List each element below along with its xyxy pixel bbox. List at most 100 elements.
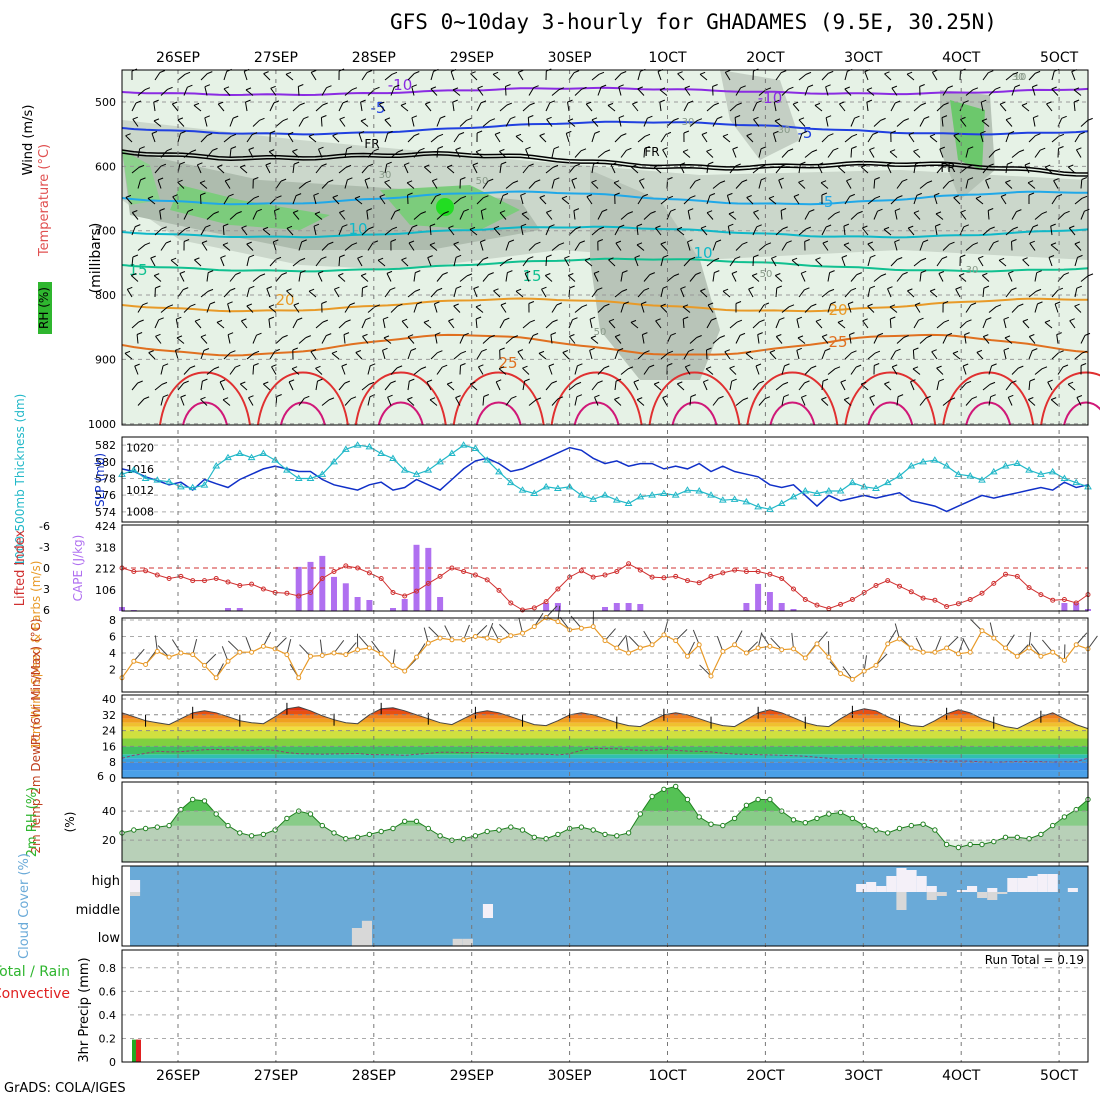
lifted-index-point [202, 578, 207, 584]
wind-barb [423, 166, 432, 174]
wind-barb-feather [573, 208, 580, 212]
wind-barb-feather [180, 394, 186, 398]
wind-speed-point [178, 650, 184, 656]
wind-barb-feather [825, 348, 831, 352]
wind-barb [1080, 120, 1089, 127]
wind-barb-feather [1011, 239, 1017, 242]
wind-barb [942, 87, 949, 96]
wind-barb-feather [427, 255, 433, 259]
lifted-index-point [814, 602, 820, 608]
wind-barb [411, 86, 415, 96]
wind-barb [844, 135, 853, 143]
panel-rh2m-frame [121, 781, 1089, 863]
wind-barb [154, 165, 162, 174]
wind-barb [147, 198, 156, 205]
wind-barb-feather [983, 334, 989, 338]
wind-barb-feather [874, 195, 881, 199]
wind-barb [988, 150, 996, 158]
wind-barb [660, 352, 669, 360]
lifted-index-tick: -3 [39, 541, 50, 554]
temp-tick: 0 [109, 772, 116, 785]
lifted-index-point [908, 589, 914, 595]
wind-barb-feather [1048, 255, 1055, 258]
wind-speed-point [331, 650, 337, 656]
isotherm-30-dome [844, 371, 937, 426]
wind-barb-feather [805, 71, 812, 75]
wind-barb [567, 275, 576, 282]
wind-barb [252, 119, 260, 127]
wind-barb [126, 289, 133, 298]
wind-barb-feather [994, 148, 1001, 152]
wind-speed-point [696, 642, 702, 648]
rh-point [166, 822, 172, 829]
wind-barb [706, 195, 711, 205]
wind-barb [132, 118, 139, 127]
wind-barb [320, 117, 323, 127]
wind-barb-feather [988, 163, 994, 167]
wind-barb-feather [617, 348, 624, 351]
thickness-point [377, 449, 386, 456]
wind-barb [480, 210, 484, 220]
wind-barb-feather [478, 364, 484, 368]
profile-ytick-label: 500 [95, 96, 116, 109]
wind-speed-point [1038, 653, 1044, 659]
wind-barb-feather [407, 334, 414, 338]
wind-barb [204, 117, 208, 127]
rh-point [272, 827, 278, 833]
wind-barb-feather [943, 102, 949, 106]
wind-barb [804, 151, 813, 158]
wind-barb-feather [412, 224, 418, 228]
wind-barb [614, 73, 622, 81]
thickness-point [353, 441, 362, 448]
thickness-point [801, 487, 810, 494]
wind-speed-point [708, 673, 714, 679]
wind-barb [896, 337, 905, 344]
wind-barb [962, 365, 967, 375]
wind-barb [298, 272, 301, 282]
wind-barb-feather [518, 69, 524, 73]
wind-barb-feather [246, 241, 252, 245]
wind-barb-10m [227, 640, 241, 653]
wind-barb-feather [159, 70, 166, 73]
wind-barb [357, 257, 363, 267]
wind-barb [913, 150, 921, 158]
rh-point [437, 833, 443, 839]
wind-barb-10m [791, 632, 794, 649]
cape-bar [1073, 603, 1080, 611]
wind-speed-point [284, 652, 290, 658]
wind-barb [545, 167, 554, 174]
cape-bar [225, 608, 231, 611]
wind-barb-10m [333, 639, 345, 654]
wind-barb-feather [253, 363, 259, 366]
wind-barb [436, 274, 444, 282]
wind-barb-feather [384, 117, 391, 121]
wind-barb-feather [288, 379, 295, 383]
wind-barb [936, 104, 944, 112]
wind-barb [774, 275, 783, 282]
wind-barb-feather [727, 192, 733, 196]
panel-temp2m-frame [121, 694, 1089, 779]
cloud-level-label: middle [76, 903, 120, 918]
wind-barb-feather [615, 334, 621, 338]
wind-barb-feather [1036, 270, 1042, 274]
wind-barb [413, 272, 416, 282]
thickness-point [589, 495, 598, 502]
wind-barb [429, 399, 438, 406]
wind-barb [959, 321, 967, 329]
wind-barb [936, 165, 944, 174]
wind-barb-feather [1069, 225, 1075, 229]
wind-barb [223, 135, 232, 143]
thickness-tick-label: 580 [95, 456, 116, 469]
wind-barb [591, 73, 600, 81]
wind-barb-feather [874, 363, 880, 366]
bottom-date-label: 3OCT [844, 1068, 883, 1084]
wind-barb [1074, 352, 1083, 360]
wind-barb [729, 104, 738, 112]
lifted-index-point [190, 578, 196, 584]
isotherm-label: 15 [522, 267, 541, 285]
lifted-index-point [131, 569, 137, 574]
isotherm-label: 15 [128, 261, 147, 279]
wind-speed-point [908, 645, 914, 651]
wind-barb [1074, 305, 1082, 313]
top-date-label: 4OCT [942, 50, 981, 66]
